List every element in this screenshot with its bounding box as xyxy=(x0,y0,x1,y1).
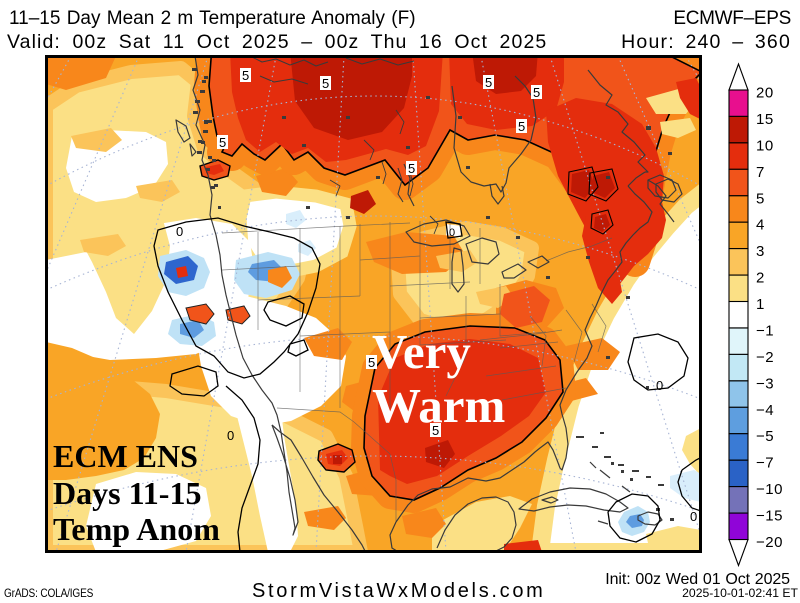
svg-text:0: 0 xyxy=(227,428,234,443)
svg-text:−20: −20 xyxy=(756,534,783,551)
svg-text:−4: −4 xyxy=(756,402,774,419)
svg-text:5: 5 xyxy=(756,190,765,207)
svg-text:−2: −2 xyxy=(756,349,774,366)
svg-text:−7: −7 xyxy=(756,455,774,472)
svg-text:5: 5 xyxy=(432,423,439,438)
svg-text:4: 4 xyxy=(756,217,765,234)
svg-text:5: 5 xyxy=(518,119,525,134)
svg-text:15: 15 xyxy=(756,111,774,128)
svg-text:20: 20 xyxy=(756,85,774,102)
svg-text:5: 5 xyxy=(242,68,249,83)
svg-text:−15: −15 xyxy=(756,508,783,525)
svg-text:5: 5 xyxy=(368,355,375,370)
svg-text:1: 1 xyxy=(756,296,765,313)
svg-text:2: 2 xyxy=(756,270,765,287)
svg-text:0: 0 xyxy=(176,224,183,239)
svg-text:−5: −5 xyxy=(756,428,774,445)
svg-text:0: 0 xyxy=(656,378,663,393)
svg-text:−3: −3 xyxy=(756,375,774,392)
svg-text:5: 5 xyxy=(408,161,415,176)
svg-text:5: 5 xyxy=(322,76,329,91)
svg-text:10: 10 xyxy=(756,137,774,154)
svg-text:0: 0 xyxy=(690,509,697,524)
svg-text:5: 5 xyxy=(219,135,226,150)
svg-text:3: 3 xyxy=(756,243,765,260)
svg-text:5: 5 xyxy=(533,85,540,100)
svg-text:0: 0 xyxy=(449,227,455,239)
svg-text:7: 7 xyxy=(756,164,765,181)
svg-text:−1: −1 xyxy=(756,323,774,340)
svg-text:5: 5 xyxy=(485,75,492,90)
svg-text:−10: −10 xyxy=(756,481,783,498)
